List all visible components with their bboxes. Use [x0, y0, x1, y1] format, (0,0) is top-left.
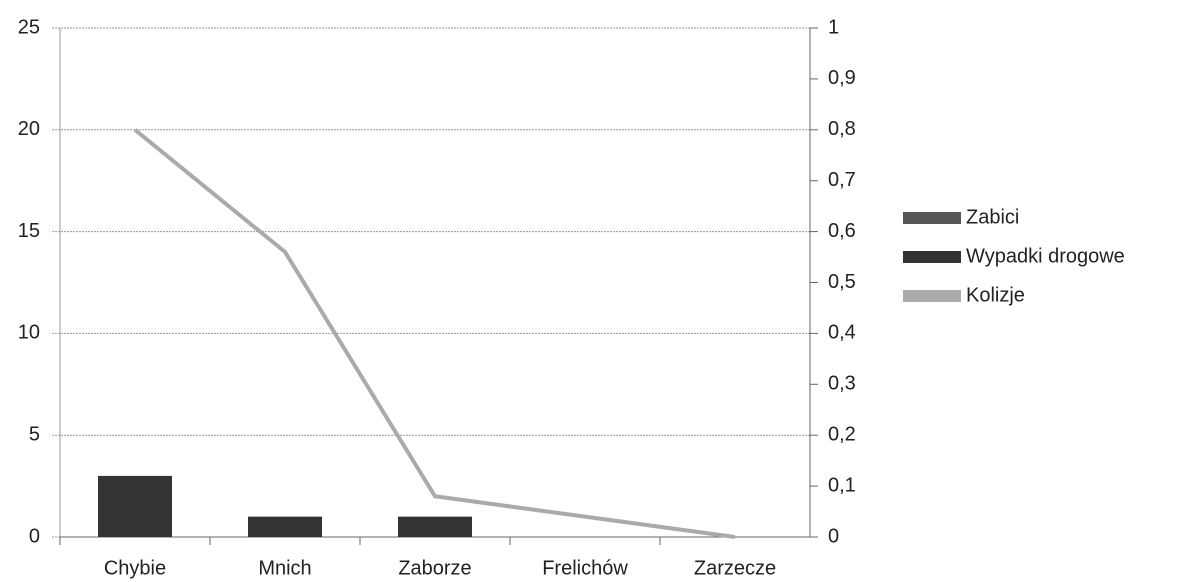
x-tick-label: Chybie	[104, 557, 166, 579]
y-tick-label: 0	[29, 525, 40, 547]
y-tick-label: 10	[18, 322, 40, 344]
y-tick-label: 5	[29, 423, 40, 445]
y2-tick-label: 0	[828, 525, 839, 547]
x-tick-label: Mnich	[258, 557, 311, 579]
legend-swatch	[903, 212, 961, 224]
legend-swatch	[903, 251, 961, 263]
x-tick-label: Zaborze	[398, 557, 471, 579]
y-tick-label: 20	[18, 118, 40, 140]
y2-tick-label: 0,4	[828, 322, 856, 344]
y2-tick-label: 0,1	[828, 474, 856, 496]
y2-tick-label: 1	[828, 16, 839, 38]
y2-tick-label: 0,2	[828, 423, 856, 445]
y2-tick-label: 0,5	[828, 271, 856, 293]
y2-tick-label: 0,9	[828, 67, 856, 89]
bar	[98, 475, 172, 537]
y-tick-label: 25	[18, 16, 40, 38]
x-tick-label: Frelichów	[542, 557, 628, 579]
y2-tick-label: 0,8	[828, 118, 856, 140]
line	[133, 128, 736, 539]
y2-tick-label: 0,7	[828, 169, 856, 191]
legend-label: Kolizje	[966, 284, 1025, 306]
legend-label: Wypadki drogowe	[966, 245, 1125, 267]
legend-label: Zabici	[966, 206, 1019, 228]
bar	[398, 516, 472, 537]
bar	[248, 516, 322, 537]
y2-tick-label: 0,3	[828, 373, 856, 395]
y-tick-label: 15	[18, 220, 40, 242]
x-tick-label: Zarzecze	[694, 557, 776, 579]
y2-tick-label: 0,6	[828, 220, 856, 242]
legend-swatch	[903, 290, 961, 302]
